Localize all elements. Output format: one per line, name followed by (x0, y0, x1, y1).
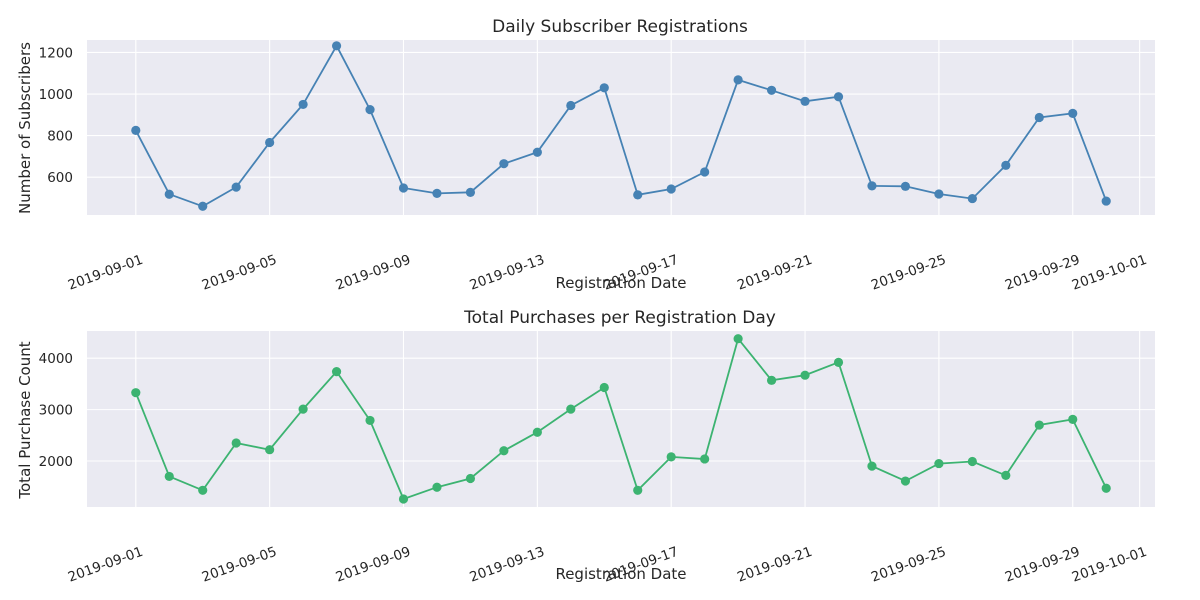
data-point (265, 445, 275, 455)
y-tick-label: 3000 (39, 403, 73, 419)
x-tick-label: 2019-09-09 (334, 252, 413, 294)
data-point (700, 454, 710, 464)
data-point (833, 357, 844, 367)
data-point (833, 92, 844, 102)
x-tick-label: 2019-10-01 (1070, 544, 1149, 586)
x-tick-label: 2019-09-29 (1003, 544, 1082, 586)
y-tick-label: 4000 (39, 351, 73, 367)
data-point (900, 476, 911, 486)
data-point (1001, 160, 1011, 170)
x-axis-label: Registration Date (555, 565, 686, 583)
data-point (1034, 112, 1044, 123)
chart-subscribers: Daily Subscriber Registrations 2019-09-0… (16, 17, 1155, 294)
data-point (432, 482, 442, 492)
data-point (131, 388, 141, 398)
data-point (398, 494, 409, 504)
y-axis-label: Total Purchase Count (16, 341, 34, 499)
x-tick-label: 2019-09-05 (200, 544, 279, 586)
data-point (566, 404, 576, 414)
data-point (298, 99, 308, 110)
data-point (1068, 108, 1078, 118)
data-point (231, 182, 241, 192)
x-tick-label: 2019-09-05 (200, 252, 279, 294)
data-point (633, 485, 643, 495)
data-point (465, 473, 476, 484)
data-point (298, 404, 308, 414)
y-tick-label: 2000 (39, 454, 73, 470)
data-point (365, 105, 375, 115)
data-point (934, 458, 944, 469)
x-tick-label: 2019-09-13 (468, 544, 547, 586)
data-point (499, 446, 509, 456)
data-point (967, 193, 977, 204)
chart-title: Daily Subscriber Registrations (492, 17, 748, 37)
series-line (134, 336, 1108, 501)
data-point (733, 334, 743, 344)
data-point (867, 461, 877, 471)
data-point (398, 183, 409, 193)
data-point (633, 190, 643, 200)
x-axis-label: Registration Date (555, 274, 686, 292)
data-point (1001, 470, 1011, 480)
y-tick-label: 600 (47, 170, 73, 186)
data-point (800, 370, 810, 380)
chart-purchases: Total Purchases per Registration Day 201… (16, 308, 1155, 586)
data-point (532, 427, 542, 437)
data-point (934, 189, 944, 199)
data-point (867, 181, 877, 191)
x-tick-label: 2019-09-01 (66, 544, 145, 586)
data-point (198, 485, 208, 495)
x-tick-label: 2019-09-13 (468, 252, 547, 294)
series-line (135, 43, 1108, 208)
x-tick-label: 2019-10-01 (1070, 252, 1149, 294)
data-point (465, 187, 476, 197)
chart-title: Total Purchases per Registration Day (463, 308, 776, 328)
plot-area (87, 40, 1155, 215)
x-tick-label: 2019-09-21 (735, 252, 814, 294)
data-point (599, 83, 609, 93)
data-point (800, 96, 810, 106)
data-point (1068, 414, 1078, 424)
data-point (231, 438, 241, 448)
data-point (499, 159, 509, 169)
y-axis-label: Number of Subscribers (16, 42, 34, 214)
data-point (700, 167, 710, 177)
y-tick-label: 800 (47, 129, 73, 145)
data-point (766, 375, 777, 385)
y-tick-label: 1200 (39, 45, 73, 61)
data-point (967, 456, 977, 467)
data-point (164, 471, 174, 482)
data-point (599, 382, 609, 393)
data-point (566, 100, 576, 111)
data-point (666, 184, 676, 194)
x-tick-label: 2019-09-21 (735, 544, 814, 586)
data-point (666, 452, 676, 462)
data-point (131, 125, 141, 136)
plot-area (87, 331, 1155, 507)
x-tick-label: 2019-09-09 (334, 544, 413, 586)
data-point (331, 41, 342, 51)
x-tick-label: 2019-09-29 (1003, 252, 1082, 294)
x-tick-label: 2019-09-25 (869, 252, 948, 294)
data-point (532, 147, 542, 157)
data-point (265, 137, 275, 148)
data-point (1101, 483, 1111, 493)
data-point (331, 366, 342, 377)
x-tick-label: 2019-09-25 (869, 544, 948, 586)
x-tick-label: 2019-09-01 (66, 252, 145, 294)
data-point (900, 181, 911, 191)
data-point (1101, 196, 1111, 206)
data-point (1034, 420, 1044, 430)
data-point (432, 188, 442, 198)
data-point (365, 415, 375, 426)
data-point (733, 75, 743, 85)
y-tick-label: 1000 (39, 87, 73, 103)
data-point (198, 201, 208, 211)
data-point (164, 189, 174, 199)
data-point (766, 85, 777, 95)
